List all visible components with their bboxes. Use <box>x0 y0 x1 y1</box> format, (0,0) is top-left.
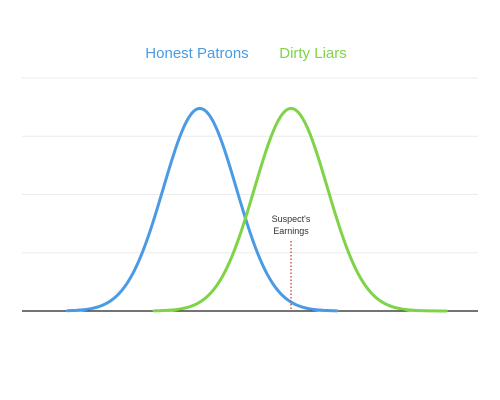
annotation-label-line-1: Suspect's <box>272 214 311 224</box>
legend: Honest Patrons Dirty Liars <box>145 45 346 62</box>
series-layer <box>66 106 448 313</box>
legend-item-honest-patrons: Honest Patrons <box>145 45 248 62</box>
gridlines <box>22 77 478 254</box>
annotation-label-line-2: Earnings <box>273 226 309 236</box>
series-line-honest-patrons <box>66 106 339 313</box>
legend-item-dirty-liars: Dirty Liars <box>279 45 347 62</box>
series-line-dirty-liars <box>152 106 448 313</box>
annotation-layer: Suspect's Earnings <box>272 214 311 310</box>
